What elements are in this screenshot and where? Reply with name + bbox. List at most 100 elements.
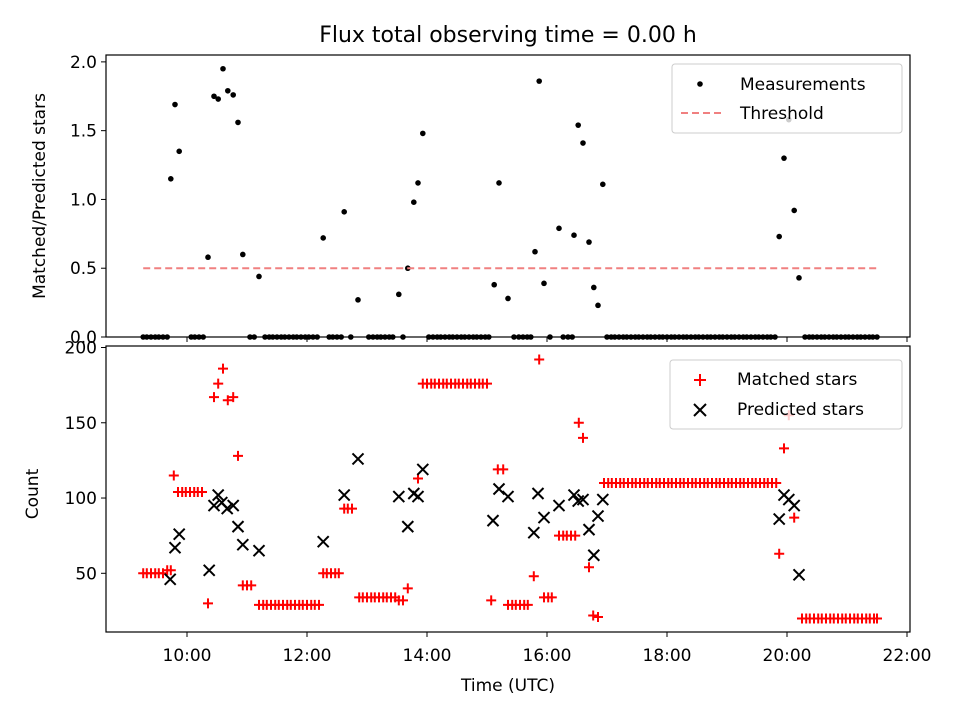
measurement-point bbox=[595, 302, 601, 309]
predicted-star-point bbox=[527, 526, 541, 539]
predicted-star-point bbox=[501, 490, 515, 503]
predicted-star-point bbox=[411, 490, 425, 503]
predicted-star-point bbox=[351, 452, 365, 466]
measurement-point bbox=[211, 93, 217, 100]
matched-star-point bbox=[213, 378, 224, 389]
legend-predicted-label: Predicted stars bbox=[737, 400, 864, 420]
predicted-star-point bbox=[211, 488, 225, 502]
bottom-axes: 50 100 150 200 10:00 12:00 14:00 16:00 18:00 20:0… bbox=[65, 339, 932, 666]
matched-star-point bbox=[168, 470, 179, 481]
predicted-star-point bbox=[416, 463, 430, 476]
predicted-star-point bbox=[401, 520, 415, 533]
measurement-point bbox=[556, 225, 562, 232]
measurement-point bbox=[776, 233, 782, 240]
matched-star-point bbox=[774, 548, 785, 559]
predicted-star-point bbox=[168, 541, 182, 554]
measurement-point bbox=[781, 155, 787, 161]
measurement-point bbox=[415, 180, 421, 186]
legend-measurements-label: Measurements bbox=[740, 75, 866, 95]
x-tick-label: 14:00 bbox=[403, 646, 452, 666]
predicted-star-point bbox=[552, 499, 566, 512]
y-tick-label: 100 bbox=[65, 489, 97, 509]
predicted-star-point bbox=[236, 538, 250, 551]
y-tick-label: 1.5 bbox=[70, 122, 97, 142]
matched-star-point bbox=[209, 392, 219, 403]
measurement-point bbox=[256, 273, 262, 280]
measurement-point bbox=[580, 140, 586, 146]
matched-star-point bbox=[771, 477, 782, 488]
matched-star-point bbox=[347, 503, 357, 514]
predicted-star-point bbox=[792, 568, 806, 582]
matched-star-point bbox=[570, 530, 581, 541]
measurement-point bbox=[420, 130, 426, 137]
x-tick-label: 10:00 bbox=[163, 646, 212, 666]
bottom-panel: 50 100 150 200 10:00 12:00 14:00 16:00 18:00 20:0… bbox=[23, 339, 932, 696]
predicted-star-point bbox=[163, 573, 177, 586]
measurement-point bbox=[575, 122, 581, 128]
predicted-star-point bbox=[537, 511, 551, 524]
legend-threshold-label: Threshold bbox=[739, 104, 824, 124]
measurement-point bbox=[541, 280, 547, 287]
predicted-star-point bbox=[596, 493, 610, 506]
x-tick-label: 16:00 bbox=[523, 646, 572, 666]
measurement-point bbox=[571, 232, 577, 239]
measurement-point bbox=[341, 209, 348, 215]
matched-star-point bbox=[246, 580, 257, 591]
predicted-star-point bbox=[316, 535, 330, 548]
predicted-star-point bbox=[486, 514, 500, 527]
matched-star-point bbox=[482, 378, 492, 389]
measurement-point bbox=[320, 235, 327, 241]
measurement-point bbox=[240, 251, 246, 258]
measurement-point bbox=[168, 176, 174, 182]
measurement-point bbox=[496, 180, 502, 186]
matched-star-point bbox=[546, 592, 557, 603]
y-tick-label: 1.0 bbox=[70, 190, 97, 210]
bottom-legend-box bbox=[669, 359, 903, 430]
matched-star-point bbox=[578, 432, 588, 443]
measurement-point bbox=[536, 78, 542, 84]
measurement-point bbox=[235, 119, 241, 126]
x-tick-label: 22:00 bbox=[883, 646, 932, 666]
x-tick-label: 18:00 bbox=[643, 646, 692, 666]
predicted-star-point bbox=[172, 527, 186, 541]
measurement-point bbox=[225, 87, 231, 94]
x-tick-label: 20:00 bbox=[763, 646, 812, 666]
legend-predicted-marker bbox=[693, 403, 707, 417]
measurement-point bbox=[532, 248, 538, 255]
predicted-star-point bbox=[207, 499, 221, 512]
y-tick-label: 0.5 bbox=[70, 259, 97, 279]
measurement-point bbox=[355, 297, 361, 303]
bottom-marks bbox=[138, 354, 882, 624]
bottom-legend: Matched stars Predicted stars bbox=[669, 359, 903, 430]
bottom-y-axis-label: Count bbox=[23, 468, 43, 519]
predicted-star-point bbox=[226, 499, 240, 512]
predicted-star-point bbox=[772, 512, 786, 526]
matched-star-point bbox=[398, 595, 408, 606]
chart-title: Flux total observing time = 0.00 h bbox=[319, 23, 697, 48]
predicted-star-point bbox=[582, 523, 596, 536]
measurement-point bbox=[220, 65, 226, 72]
matched-star-point bbox=[203, 598, 213, 609]
matched-star-point bbox=[588, 610, 599, 621]
matched-star-point bbox=[165, 565, 176, 576]
legend-matched-marker bbox=[694, 374, 706, 386]
matched-star-point bbox=[402, 583, 413, 594]
matched-star-point bbox=[779, 443, 789, 454]
matched-star-point bbox=[486, 595, 497, 606]
predicted-star-point bbox=[231, 520, 245, 533]
measurement-point bbox=[591, 284, 597, 291]
matched-star-point bbox=[789, 512, 800, 523]
predicted-star-point bbox=[787, 499, 801, 512]
top-legend: Measurements Threshold bbox=[671, 63, 903, 134]
predicted-star-point bbox=[567, 488, 581, 502]
top-panel: 0.00.51.01.52.0 Matched/Predicted stars … bbox=[30, 53, 911, 348]
measurement-point bbox=[505, 295, 511, 302]
top-plot-frame bbox=[105, 54, 911, 338]
predicted-star-point bbox=[202, 564, 216, 577]
matched-star-point bbox=[522, 599, 533, 610]
measurement-point bbox=[411, 199, 417, 205]
matched-star-point bbox=[498, 464, 509, 475]
matched-star-point bbox=[573, 417, 584, 428]
y-tick-label: 200 bbox=[65, 339, 97, 359]
